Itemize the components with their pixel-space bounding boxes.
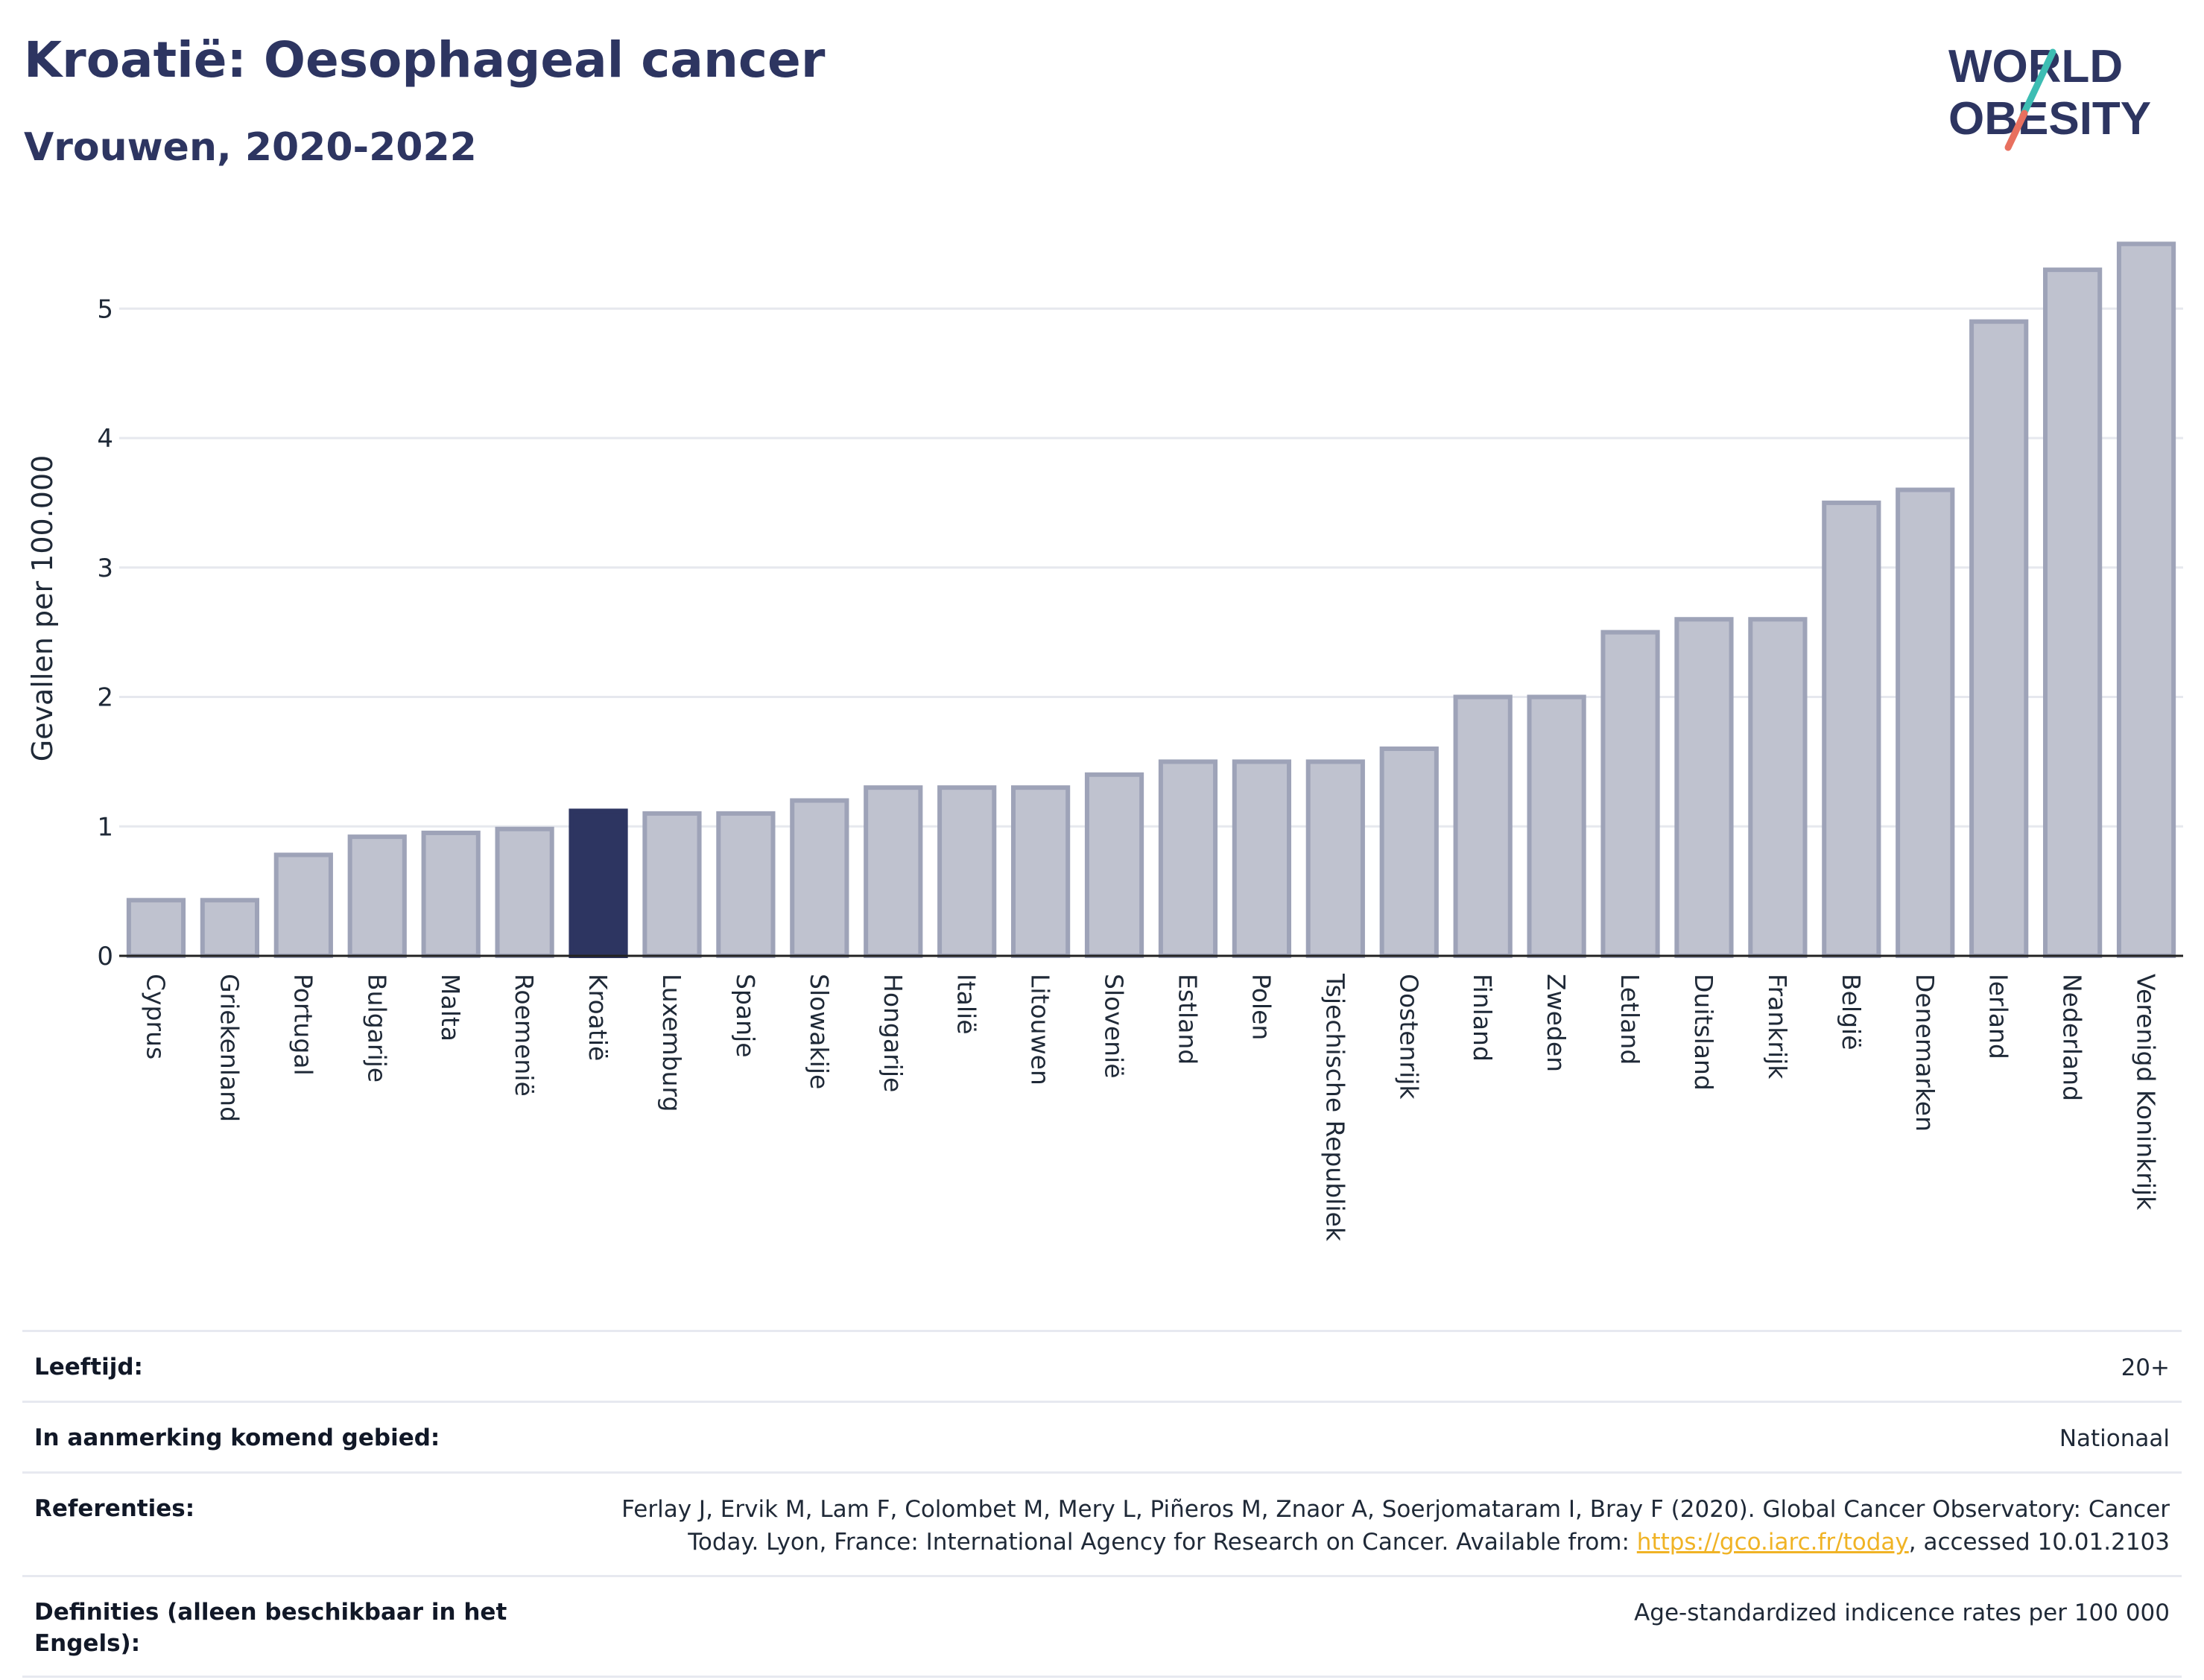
bar-portugal bbox=[273, 852, 333, 958]
chart-subtitle: Vrouwen, 2020-2022 bbox=[24, 125, 477, 170]
y-axis-title: Gevallen per 100.000 bbox=[26, 455, 59, 762]
bar-slowakije bbox=[790, 798, 849, 958]
info-row-definitions: Definities (alleen beschikbaar in het En… bbox=[22, 1577, 2182, 1678]
x-tick-label: Verenigd Koninkrijk bbox=[2132, 974, 2161, 1211]
info-label-references: Referenties: bbox=[34, 1495, 195, 1522]
x-tick-label: Tsjechische Republiek bbox=[1320, 973, 1349, 1242]
bar-zweden bbox=[1527, 694, 1586, 958]
x-tick-label: Spanje bbox=[731, 974, 760, 1058]
bars bbox=[126, 241, 2176, 959]
x-tick-label: Italië bbox=[952, 974, 981, 1035]
info-row-age: Leeftijd: 20+ bbox=[22, 1332, 2182, 1403]
chart-title: Kroatië: Oesophageal cancer bbox=[24, 31, 826, 89]
x-tick-label: Luxemburg bbox=[657, 974, 686, 1112]
bar-tsjechische-republiek bbox=[1305, 759, 1365, 958]
x-tick-label: Polen bbox=[1247, 974, 1276, 1040]
x-tick-label: Duitsland bbox=[1689, 974, 1718, 1091]
x-tick-label: Denemarken bbox=[1910, 974, 1939, 1132]
bar-slovenië bbox=[1084, 772, 1144, 958]
info-label-age: Leeftijd: bbox=[34, 1354, 143, 1381]
info-table: Leeftijd: 20+ In aanmerking komend gebie… bbox=[22, 1330, 2182, 1678]
x-tick-label: Portugal bbox=[288, 974, 317, 1076]
y-tick-label: 2 bbox=[97, 683, 113, 713]
x-tick-label: Oostenrijk bbox=[1394, 974, 1423, 1100]
bar-ierland bbox=[1969, 319, 2029, 958]
x-tick-label: Kroatië bbox=[583, 974, 612, 1061]
bar-italië bbox=[937, 785, 997, 958]
x-tick-label: Slovenië bbox=[1100, 974, 1129, 1079]
y-tick-label: 4 bbox=[97, 424, 113, 454]
info-row-references: Referenties: Ferlay J, Ervik M, Lam F, C… bbox=[22, 1474, 2182, 1577]
info-label-area: In aanmerking komend gebied: bbox=[34, 1424, 440, 1451]
x-axis-labels: Cyprus Griekenland Portugal Bulgarije Malta R… bbox=[141, 973, 2160, 1242]
bar-oostenrijk bbox=[1379, 747, 1439, 958]
y-tick-label: 1 bbox=[97, 812, 113, 842]
info-value-references: Ferlay J, Ervik M, Lam F, Colombet M, Me… bbox=[583, 1493, 2170, 1559]
x-tick-label: Zweden bbox=[1542, 974, 1571, 1072]
x-tick-label: België bbox=[1837, 974, 1866, 1050]
x-tick-label: Malta bbox=[436, 974, 465, 1042]
bar-verenigd-koninkrijk bbox=[2116, 241, 2176, 958]
x-tick-label: Finland bbox=[1468, 974, 1497, 1062]
x-tick-label: Estland bbox=[1173, 974, 1202, 1065]
bar-estland bbox=[1158, 759, 1218, 958]
logo-line-obesity: OBESITY bbox=[1948, 93, 2151, 145]
bar-polen bbox=[1232, 759, 1291, 958]
info-row-area: In aanmerking komend gebied: Nationaal bbox=[22, 1403, 2182, 1474]
x-tick-label: Cyprus bbox=[141, 974, 170, 1059]
bar-griekenland bbox=[200, 898, 259, 958]
bar-chart: 0 1 2 3 4 5 Cyprus Griekenland Portugal Bulgarij… bbox=[26, 241, 2183, 1242]
bar-frankrijk bbox=[1748, 617, 1808, 958]
info-value-area: Nationaal bbox=[2059, 1425, 2170, 1452]
world-obesity-logo: WORLD OBESITY bbox=[1948, 41, 2151, 151]
reference-accessed: , accessed 10.01.2103 bbox=[1908, 1529, 2170, 1556]
logo-slash-bottom bbox=[2004, 110, 2028, 151]
bar-malta bbox=[421, 830, 481, 958]
y-tick-label: 3 bbox=[97, 554, 113, 583]
x-tick-label: Frankrijk bbox=[1763, 974, 1792, 1080]
y-axis-ticks: 0 1 2 3 4 5 bbox=[97, 294, 113, 971]
bar-denemarken bbox=[1896, 487, 1955, 958]
bar-kroatië bbox=[569, 808, 628, 959]
bar-bulgarije bbox=[347, 834, 407, 959]
x-tick-label: Hongarije bbox=[878, 974, 908, 1092]
reference-link[interactable]: https://gco.iarc.fr/today bbox=[1636, 1529, 1909, 1556]
x-tick-label: Slowakije bbox=[805, 974, 834, 1089]
x-tick-label: Bulgarije bbox=[362, 974, 391, 1083]
x-tick-label: Nederland bbox=[2058, 974, 2087, 1101]
y-tick-label: 0 bbox=[97, 942, 113, 971]
bar-hongarije bbox=[864, 785, 923, 958]
x-tick-label: Griekenland bbox=[215, 974, 244, 1122]
reference-text: Ferlay J, Ervik M, Lam F, Colombet M, Me… bbox=[621, 1496, 2170, 1556]
bar-nederland bbox=[2043, 267, 2103, 958]
bar-belgië bbox=[1822, 500, 1881, 958]
bar-roemenië bbox=[495, 826, 554, 958]
info-label-definitions: Definities (alleen beschikbaar in het En… bbox=[34, 1599, 507, 1657]
info-value-definitions: Age-standardized indicence rates per 100… bbox=[1634, 1600, 2170, 1626]
bar-cyprus bbox=[126, 898, 186, 958]
bar-letland bbox=[1600, 630, 1660, 958]
bar-finland bbox=[1453, 694, 1513, 958]
y-tick-label: 5 bbox=[97, 294, 113, 324]
info-value-age: 20+ bbox=[2121, 1354, 2170, 1381]
bar-duitsland bbox=[1674, 617, 1734, 958]
x-tick-label: Letland bbox=[1615, 974, 1644, 1065]
logo-slash-top bbox=[2019, 48, 2056, 119]
bar-luxemburg bbox=[642, 811, 702, 958]
bar-spanje bbox=[716, 811, 776, 958]
x-tick-label: Ierland bbox=[1984, 974, 2013, 1059]
x-tick-label: Roemenië bbox=[510, 974, 539, 1097]
x-tick-label: Litouwen bbox=[1026, 974, 1055, 1085]
bar-litouwen bbox=[1011, 785, 1071, 958]
